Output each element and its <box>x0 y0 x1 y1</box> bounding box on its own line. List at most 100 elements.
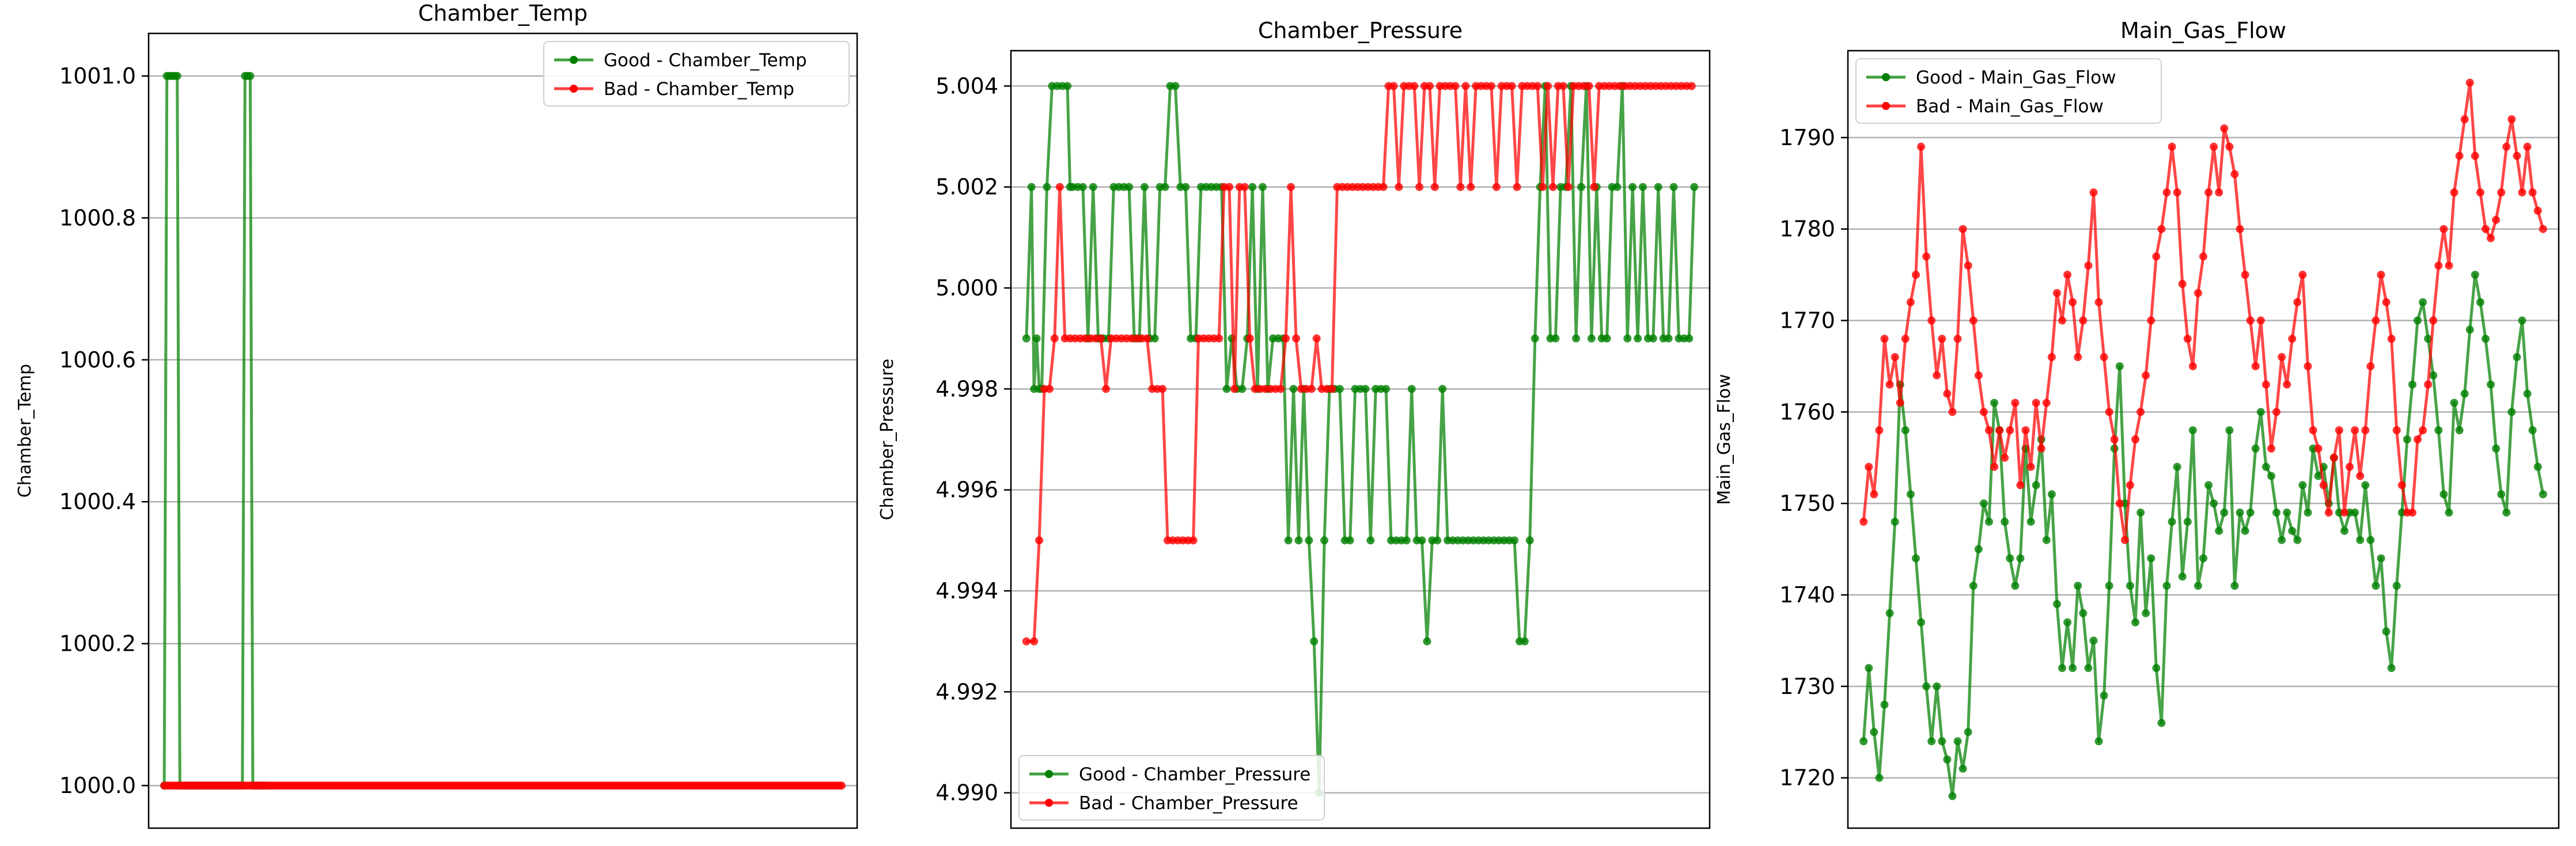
data-point <box>1240 183 1249 191</box>
data-point <box>2419 426 2427 435</box>
data-point <box>2052 600 2061 608</box>
data-point <box>2047 353 2056 362</box>
data-point <box>2288 335 2297 343</box>
data-point <box>2460 115 2469 124</box>
data-point <box>1433 536 1442 545</box>
data-point <box>2335 426 2343 435</box>
data-point <box>2340 509 2348 517</box>
y-tick-label: 1000.6 <box>59 347 136 373</box>
data-point <box>1922 252 1931 261</box>
data-point <box>1425 82 1434 90</box>
data-point <box>2356 472 2365 480</box>
data-point <box>2168 517 2176 526</box>
data-point <box>2183 335 2192 343</box>
data-point <box>1238 385 1247 393</box>
data-point <box>1379 183 1388 191</box>
data-point <box>246 71 255 80</box>
data-point <box>2136 509 2145 517</box>
data-point <box>1865 462 1873 471</box>
data-point <box>1669 183 1678 191</box>
data-point <box>1585 82 1593 90</box>
data-point <box>2069 664 2077 673</box>
data-point <box>2414 435 2422 443</box>
data-point <box>2089 636 2098 645</box>
data-point <box>2079 609 2088 617</box>
legend-swatch-marker <box>570 56 578 64</box>
data-point <box>1927 737 1936 746</box>
data-point <box>2074 353 2082 362</box>
data-point <box>2278 536 2286 544</box>
data-point <box>1572 334 1581 343</box>
data-point <box>2272 408 2281 416</box>
data-point <box>2283 380 2291 389</box>
data-point <box>1687 82 1696 90</box>
data-point <box>2518 316 2526 325</box>
data-point <box>2042 536 2051 544</box>
data-point <box>2152 252 2161 261</box>
data-point <box>2392 426 2401 435</box>
chart-panel-chamber-temp: Chamber_Temp Chamber_Temp 1000.0 1000.2 10… <box>15 1 858 829</box>
data-point <box>1222 385 1231 393</box>
data-point <box>1035 536 1044 545</box>
data-point <box>2439 225 2448 233</box>
data-point <box>1974 545 1983 553</box>
data-point <box>1181 183 1190 191</box>
data-point <box>1289 385 1298 393</box>
legend: Good - Chamber_Pressure Bad - Chamber_Pre… <box>1018 755 1325 821</box>
legend-swatch-marker <box>1882 73 1890 81</box>
y-tick-label: 5.002 <box>935 174 998 200</box>
data-point <box>2236 225 2244 233</box>
data-point <box>1559 82 1567 90</box>
data-point <box>1875 426 1884 435</box>
data-point <box>2471 151 2479 160</box>
data-point <box>2032 481 2040 490</box>
data-point <box>2215 188 2223 197</box>
data-point <box>2084 261 2093 270</box>
data-point <box>2241 526 2249 535</box>
legend-swatch-marker <box>1882 102 1890 110</box>
data-point <box>2261 380 2270 389</box>
data-point <box>1389 82 1398 90</box>
data-point <box>2188 362 2197 370</box>
series-1 <box>1022 82 1696 646</box>
data-point <box>2319 481 2328 490</box>
data-point <box>1906 298 1915 306</box>
data-point <box>2199 252 2207 261</box>
data-point <box>2403 435 2411 443</box>
data-point <box>1027 183 1036 191</box>
data-point <box>1958 764 1967 773</box>
data-point <box>2157 719 2166 727</box>
data-point <box>2026 462 2035 471</box>
data-point <box>1969 582 1978 590</box>
data-point <box>1050 334 1059 343</box>
data-point <box>1312 334 1321 343</box>
data-point <box>1938 335 1946 343</box>
data-point <box>1865 664 1873 673</box>
data-point <box>2042 399 2051 407</box>
data-point <box>1510 536 1519 545</box>
data-point <box>1143 334 1151 343</box>
data-point <box>2372 316 2380 325</box>
data-point <box>1089 183 1097 191</box>
data-point <box>837 781 846 790</box>
y-tick-label: 1000.8 <box>59 205 136 230</box>
data-point <box>1382 385 1391 393</box>
data-point <box>2131 435 2140 443</box>
data-point <box>2001 453 2009 462</box>
data-point <box>1366 536 1375 545</box>
data-point <box>2183 517 2192 526</box>
data-point <box>1335 385 1344 393</box>
data-point <box>2351 509 2359 517</box>
data-point <box>2424 335 2433 343</box>
data-point <box>1590 183 1598 191</box>
data-point <box>2450 188 2458 197</box>
data-point <box>2293 298 2302 306</box>
y-tick-label: 1720 <box>1779 765 1835 791</box>
legend-entry: Bad - Chamber_Pressure <box>1079 793 1298 814</box>
data-point <box>2304 362 2312 370</box>
data-point <box>1933 682 1941 691</box>
data-point <box>2329 453 2338 462</box>
data-point <box>2492 444 2501 453</box>
data-point <box>2178 572 2187 581</box>
